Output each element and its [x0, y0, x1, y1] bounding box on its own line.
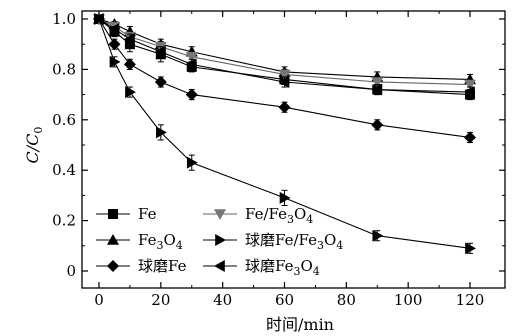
legend-label: 球磨Fe/Fe3O4	[245, 231, 343, 252]
x-tick-label: 60	[275, 291, 294, 309]
data-point	[185, 88, 198, 101]
data-point	[154, 45, 166, 58]
legend-item: 球磨Fe/Fe3O4	[203, 231, 343, 252]
x-tick-label: 20	[151, 291, 170, 309]
series-4	[94, 13, 476, 255]
series-2	[93, 13, 476, 144]
data-point	[279, 191, 291, 204]
data-point	[278, 69, 291, 81]
y-tick-label: 0.4	[52, 161, 76, 179]
legend-item: Fe	[96, 205, 157, 223]
legend-marker	[214, 260, 225, 272]
data-point	[465, 242, 476, 255]
legend-item: 球磨Fe	[96, 257, 187, 275]
data-point	[371, 77, 384, 88]
data-point	[371, 83, 383, 96]
x-tick-label: 100	[394, 291, 423, 309]
data-point	[371, 118, 384, 131]
data-point	[123, 58, 136, 71]
data-point	[108, 38, 121, 51]
data-point	[185, 52, 198, 63]
x-tick-label: 80	[337, 291, 356, 309]
data-point	[123, 33, 135, 46]
x-tick-label: 0	[94, 291, 104, 309]
data-point	[109, 55, 121, 68]
data-point	[464, 131, 476, 144]
legend-label: Fe3O4	[138, 231, 183, 252]
data-point	[278, 76, 290, 88]
legend-label: 球磨Fe	[138, 257, 187, 275]
data-point	[464, 86, 475, 99]
data-point	[108, 23, 120, 36]
x-axis-label: 时间/min	[266, 315, 334, 334]
x-tick-label: 120	[456, 291, 485, 309]
legend-marker	[214, 209, 226, 220]
plot-area	[93, 13, 476, 255]
legend-label: 球磨Fe3O4	[245, 257, 320, 278]
plot-frame	[81, 10, 506, 289]
legend-marker	[107, 260, 119, 272]
legend-marker	[108, 209, 118, 219]
legend-item: Fe/Fe3O4	[203, 205, 313, 226]
y-tick-label: 0	[66, 262, 76, 280]
data-point	[156, 126, 167, 139]
legend-label: Fe/Fe3O4	[245, 205, 313, 226]
x-tick-label: 40	[213, 291, 232, 309]
legend-marker	[215, 234, 226, 246]
data-point	[278, 101, 291, 114]
axes: 0 20 40 60 80 100 120 0 0.2 0.4 0.6 0.8 1.0	[52, 10, 506, 309]
y-tick-label: 0.2	[52, 212, 76, 230]
data-point	[372, 229, 384, 242]
legend-item: 球磨Fe3O4	[203, 257, 320, 278]
data-point	[93, 13, 104, 25]
data-point	[125, 86, 136, 99]
legend-item: Fe3O4	[96, 231, 183, 252]
y-tick-label: 0.6	[52, 111, 76, 129]
legend: Fe Fe3O4 球磨Fe Fe/Fe3O4 球磨Fe/Fe3O4 球磨Fe3O4	[96, 205, 343, 278]
data-point	[186, 156, 198, 169]
y-tick-label: 0.8	[52, 60, 76, 78]
y-axis-label: C/C0	[23, 127, 45, 164]
y-tick-label: 1.0	[52, 10, 76, 28]
series-5	[93, 13, 475, 99]
data-point	[185, 58, 197, 71]
legend-label: Fe	[138, 205, 157, 223]
legend-marker	[107, 234, 119, 245]
data-point	[154, 76, 167, 88]
data-point	[464, 79, 476, 91]
